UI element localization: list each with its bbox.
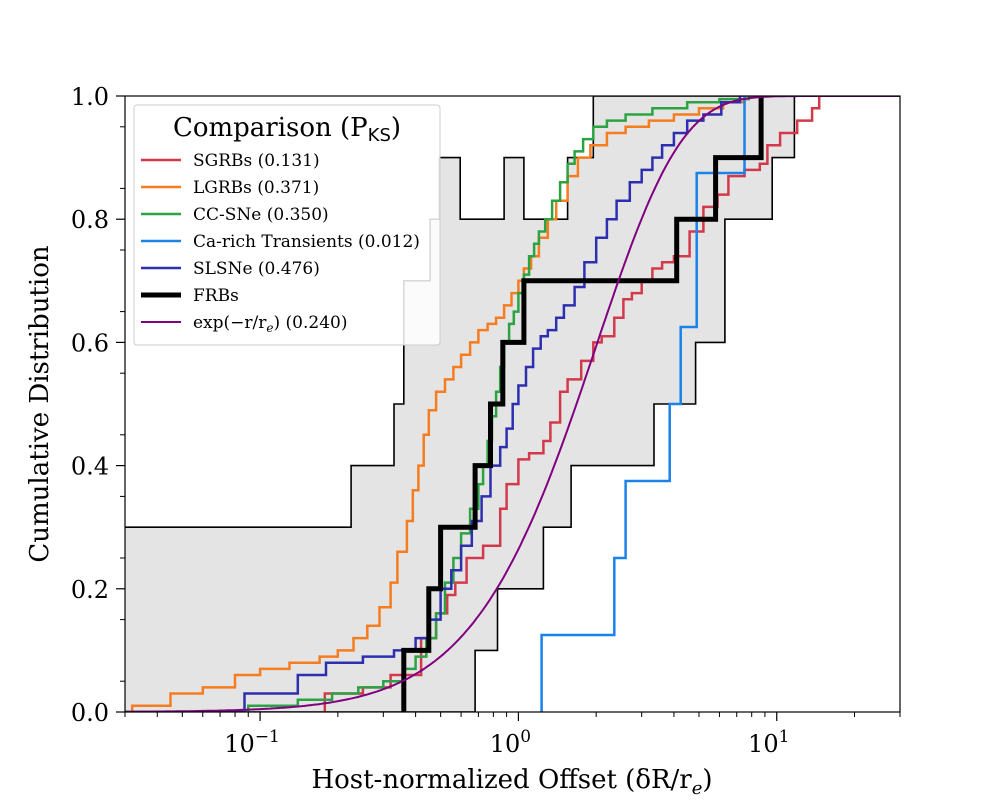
- y-axis-label: Cumulative Distribution: [25, 245, 55, 562]
- series-line-lgrbs-0-371: [125, 96, 746, 712]
- legend-label: LGRBs (0.371): [193, 178, 319, 198]
- series-line-frbs: [401, 96, 764, 712]
- legend-label: CC-SNe (0.350): [193, 205, 329, 225]
- y-tick-label: 0.2: [71, 576, 109, 604]
- series-line-slsne-0-476: [125, 96, 742, 712]
- legend-label: SLSNe (0.476): [193, 259, 320, 279]
- legend-label: FRBs: [193, 286, 239, 306]
- x-tick-label: 100: [490, 727, 531, 758]
- x-axis-label: Host-normalized Offset (δR/re): [311, 765, 712, 799]
- y-tick-label: 0.0: [71, 699, 109, 727]
- x-axis-label-subscript: e: [692, 778, 703, 799]
- legend-title: Comparison (PKS): [173, 113, 401, 146]
- x-tick-label: 10−1: [224, 727, 280, 758]
- plot-frame: [124, 95, 901, 713]
- series-line-ca-rich-transients-0-012: [540, 96, 746, 712]
- y-tick-label: 0.4: [71, 453, 109, 481]
- legend-label: SGRBs (0.131): [193, 151, 320, 171]
- x-tick-label: 101: [748, 727, 789, 758]
- legend: Comparison (PKS) SGRBs (0.131) LGRBs (0.37…: [133, 104, 441, 346]
- y-tick-label: 1.0: [71, 83, 109, 111]
- y-tick-label: 0.8: [71, 206, 109, 234]
- legend-label: Ca-rich Transients (0.012): [193, 232, 420, 252]
- legend-box: [133, 104, 441, 346]
- y-tick-label: 0.6: [71, 329, 109, 357]
- axis-ticks: 0.0 0.2 0.4 0.6 0.8 1.0 10−1 100 101: [71, 83, 901, 758]
- legend-label: exp(−r/re) (0.240): [193, 313, 347, 335]
- band-lower-edge: [125, 96, 900, 712]
